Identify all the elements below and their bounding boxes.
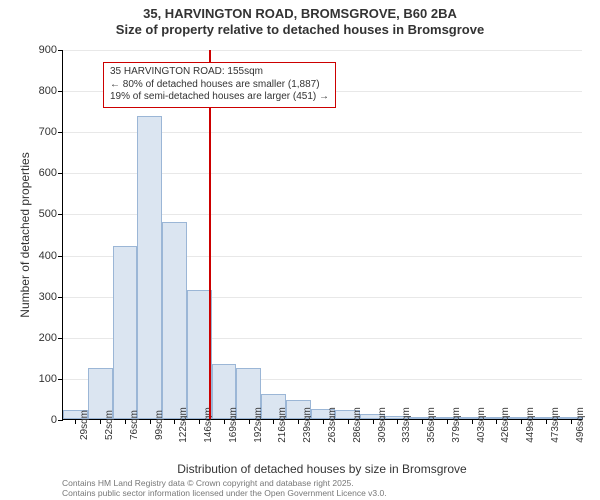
xtick-mark xyxy=(199,419,200,424)
ytick-mark xyxy=(58,173,63,174)
xtick-label: 449sqm xyxy=(525,407,536,443)
histogram-bar xyxy=(187,290,212,420)
xtick-mark xyxy=(422,419,423,424)
histogram-bar xyxy=(162,222,187,419)
xtick-mark xyxy=(150,419,151,424)
chart-title-subtitle: Size of property relative to detached ho… xyxy=(0,22,600,38)
xtick-mark xyxy=(224,419,225,424)
xtick-mark xyxy=(174,419,175,424)
chart-footer: Contains HM Land Registry data © Crown c… xyxy=(62,478,387,498)
footer-line1: Contains HM Land Registry data © Crown c… xyxy=(62,478,387,488)
xtick-mark xyxy=(571,419,572,424)
ytick-mark xyxy=(58,132,63,133)
xtick-label: 379sqm xyxy=(451,407,462,443)
xtick-label: 309sqm xyxy=(377,407,388,443)
xtick-mark xyxy=(546,419,547,424)
xtick-mark xyxy=(348,419,349,424)
xtick-mark xyxy=(323,419,324,424)
chart-plot-area: 010020030040050060070080090029sqm52sqm76… xyxy=(62,50,582,420)
ytick-mark xyxy=(58,297,63,298)
ytick-label: 0 xyxy=(51,414,57,426)
chart-title-address: 35, HARVINGTON ROAD, BROMSGROVE, B60 2BA xyxy=(0,6,600,22)
annotation-line3: 19% of semi-detached houses are larger (… xyxy=(110,91,329,104)
xtick-label: 426sqm xyxy=(500,407,511,443)
xtick-label: 403sqm xyxy=(476,407,487,443)
xtick-mark xyxy=(472,419,473,424)
ytick-mark xyxy=(58,214,63,215)
ytick-label: 200 xyxy=(39,332,57,344)
ytick-mark xyxy=(58,91,63,92)
y-axis-title: Number of detached properties xyxy=(18,50,32,420)
ytick-mark xyxy=(58,420,63,421)
ytick-label: 300 xyxy=(39,291,57,303)
xtick-mark xyxy=(373,419,374,424)
histogram-bar xyxy=(113,246,138,419)
ytick-label: 500 xyxy=(39,208,57,220)
ytick-label: 900 xyxy=(39,44,57,56)
xtick-mark xyxy=(249,419,250,424)
xtick-label: 286sqm xyxy=(352,407,363,443)
xtick-mark xyxy=(100,419,101,424)
ytick-label: 600 xyxy=(39,167,57,179)
xtick-label: 356sqm xyxy=(426,407,437,443)
xtick-mark xyxy=(521,419,522,424)
xtick-mark xyxy=(496,419,497,424)
ytick-label: 800 xyxy=(39,85,57,97)
gridline xyxy=(63,50,582,51)
chart-title-block: 35, HARVINGTON ROAD, BROMSGROVE, B60 2BA… xyxy=(0,0,600,39)
xtick-mark xyxy=(397,419,398,424)
annotation-line1: 35 HARVINGTON ROAD: 155sqm xyxy=(110,66,329,79)
xtick-label: 496sqm xyxy=(575,407,586,443)
xtick-mark xyxy=(125,419,126,424)
ytick-label: 100 xyxy=(39,373,57,385)
footer-line2: Contains public sector information licen… xyxy=(62,488,387,498)
ytick-label: 700 xyxy=(39,126,57,138)
ytick-mark xyxy=(58,256,63,257)
annotation-line2: ← 80% of detached houses are smaller (1,… xyxy=(110,79,329,92)
annotation-box: 35 HARVINGTON ROAD: 155sqm← 80% of detac… xyxy=(103,62,336,108)
ytick-mark xyxy=(58,379,63,380)
xtick-mark xyxy=(273,419,274,424)
xtick-label: 333sqm xyxy=(401,407,412,443)
ytick-label: 400 xyxy=(39,250,57,262)
ytick-mark xyxy=(58,338,63,339)
xtick-mark xyxy=(447,419,448,424)
x-axis-title: Distribution of detached houses by size … xyxy=(62,462,582,476)
xtick-mark xyxy=(298,419,299,424)
xtick-label: 473sqm xyxy=(550,407,561,443)
ytick-mark xyxy=(58,50,63,51)
histogram-bar xyxy=(137,116,162,419)
xtick-mark xyxy=(75,419,76,424)
